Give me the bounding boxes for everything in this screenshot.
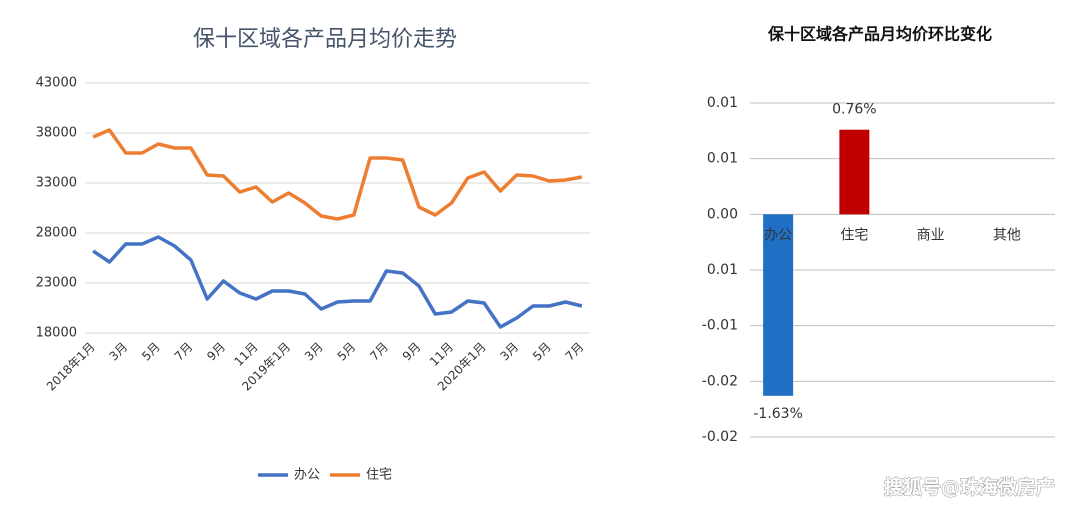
data-label: 0.76%	[832, 102, 876, 118]
chart-title: 保十区域各产品月均价环比变化	[767, 25, 992, 44]
y-tick-label: -0.02	[702, 373, 738, 389]
y-tick-label: -0.02	[702, 429, 738, 445]
y-tick-label: 33000	[36, 176, 77, 191]
legend-label: 办公	[294, 468, 320, 483]
y-tick-label: 0.00	[707, 206, 738, 222]
data-label: -1.63%	[753, 406, 803, 422]
legend-label: 住宅	[366, 468, 392, 483]
y-tick-label: 0.01	[707, 262, 738, 278]
x-tick-label: 商业	[917, 227, 945, 243]
y-tick-label: 0.01	[707, 151, 738, 167]
watermark: 搜狐号@珠海微房产	[884, 476, 1055, 499]
x-tick-label: 住宅	[840, 227, 868, 243]
line-series	[92, 235, 583, 329]
y-tick-label: 18000	[36, 326, 77, 341]
bar	[763, 214, 794, 396]
y-tick-label: 23000	[36, 276, 77, 291]
bar	[839, 129, 870, 215]
line-series	[92, 128, 583, 221]
y-tick-label: 28000	[36, 226, 77, 241]
y-tick-label: 43000	[36, 76, 77, 91]
y-tick-label: 38000	[36, 126, 77, 141]
y-tick-label: -0.01	[702, 318, 738, 334]
y-tick-label: 0.01	[707, 95, 738, 111]
chart-title: 保十区域各产品月均价走势	[193, 27, 457, 52]
x-tick-label: 其他	[993, 227, 1021, 243]
x-tick-label: 办公	[764, 227, 792, 243]
